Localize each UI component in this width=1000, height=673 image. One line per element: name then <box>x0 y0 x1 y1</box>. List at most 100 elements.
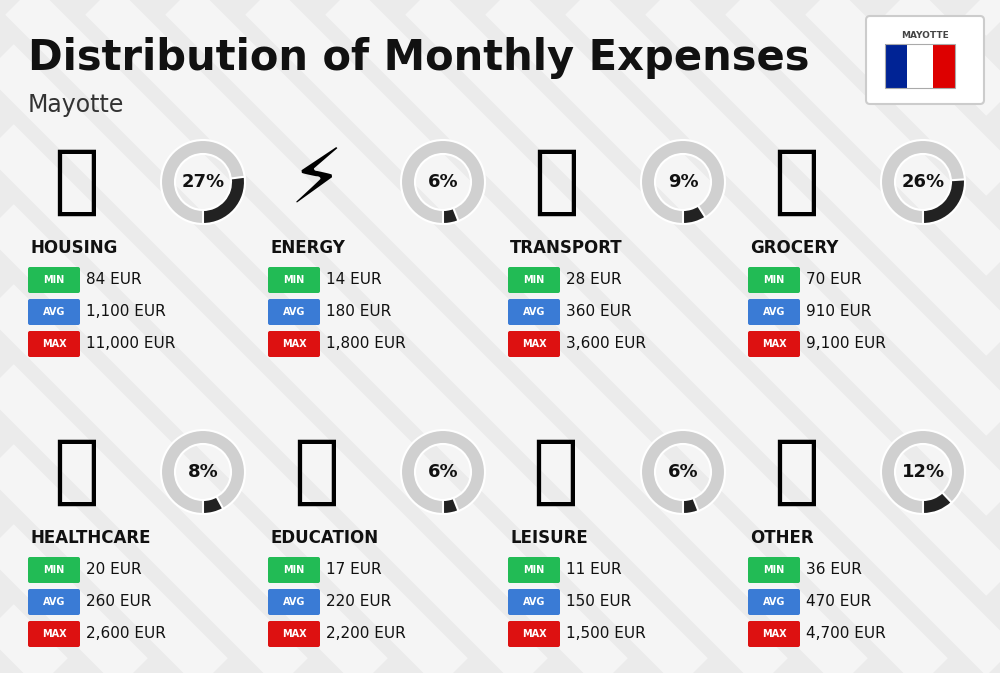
Text: MAX: MAX <box>282 629 306 639</box>
FancyBboxPatch shape <box>748 299 800 325</box>
Wedge shape <box>401 430 485 514</box>
Wedge shape <box>203 177 245 224</box>
Text: 8%: 8% <box>188 463 218 481</box>
Wedge shape <box>923 493 952 514</box>
Text: 220 EUR: 220 EUR <box>326 594 391 610</box>
Text: OTHER: OTHER <box>750 529 814 547</box>
FancyBboxPatch shape <box>268 267 320 293</box>
Wedge shape <box>443 208 458 224</box>
FancyBboxPatch shape <box>28 299 80 325</box>
FancyBboxPatch shape <box>28 331 80 357</box>
Text: 🛍️: 🛍️ <box>533 435 579 509</box>
FancyBboxPatch shape <box>508 621 560 647</box>
Text: 14 EUR: 14 EUR <box>326 273 382 287</box>
Text: 150 EUR: 150 EUR <box>566 594 631 610</box>
FancyBboxPatch shape <box>748 589 800 615</box>
Text: ⚡: ⚡ <box>289 145 343 219</box>
Text: MAX: MAX <box>42 339 66 349</box>
Text: 1,500 EUR: 1,500 EUR <box>566 627 646 641</box>
Text: MIN: MIN <box>43 275 65 285</box>
Text: Mayotte: Mayotte <box>28 93 124 117</box>
Text: 🏢: 🏢 <box>53 145 99 219</box>
Text: 9,100 EUR: 9,100 EUR <box>806 336 886 351</box>
FancyBboxPatch shape <box>508 267 560 293</box>
FancyBboxPatch shape <box>885 44 907 88</box>
Text: AVG: AVG <box>43 307 65 317</box>
Text: AVG: AVG <box>283 597 305 607</box>
Text: 🚌: 🚌 <box>533 145 579 219</box>
Text: 6%: 6% <box>428 463 458 481</box>
FancyBboxPatch shape <box>748 331 800 357</box>
Text: AVG: AVG <box>43 597 65 607</box>
Text: AVG: AVG <box>283 307 305 317</box>
Text: 27%: 27% <box>181 173 225 191</box>
Text: MAX: MAX <box>762 339 786 349</box>
Text: 12%: 12% <box>901 463 945 481</box>
Text: 180 EUR: 180 EUR <box>326 304 391 320</box>
Text: 2,600 EUR: 2,600 EUR <box>86 627 166 641</box>
Text: AVG: AVG <box>523 597 545 607</box>
Text: 3,600 EUR: 3,600 EUR <box>566 336 646 351</box>
Text: 💰: 💰 <box>773 435 819 509</box>
Text: 🏥: 🏥 <box>53 435 99 509</box>
FancyBboxPatch shape <box>508 557 560 583</box>
Text: 2,200 EUR: 2,200 EUR <box>326 627 406 641</box>
Text: MAX: MAX <box>42 629 66 639</box>
FancyBboxPatch shape <box>508 299 560 325</box>
Text: MIN: MIN <box>523 565 545 575</box>
FancyBboxPatch shape <box>748 621 800 647</box>
FancyBboxPatch shape <box>268 621 320 647</box>
Text: HOUSING: HOUSING <box>30 239 117 257</box>
Wedge shape <box>401 140 485 224</box>
Text: 470 EUR: 470 EUR <box>806 594 871 610</box>
Text: 360 EUR: 360 EUR <box>566 304 632 320</box>
Wedge shape <box>881 430 965 514</box>
FancyBboxPatch shape <box>268 557 320 583</box>
Text: MAX: MAX <box>522 629 546 639</box>
Text: 6%: 6% <box>428 173 458 191</box>
Wedge shape <box>881 140 965 224</box>
Text: LEISURE: LEISURE <box>510 529 588 547</box>
FancyBboxPatch shape <box>268 299 320 325</box>
Wedge shape <box>203 497 223 514</box>
Text: 36 EUR: 36 EUR <box>806 563 862 577</box>
Text: MAX: MAX <box>282 339 306 349</box>
Text: EDUCATION: EDUCATION <box>270 529 378 547</box>
Text: 11,000 EUR: 11,000 EUR <box>86 336 175 351</box>
Text: 70 EUR: 70 EUR <box>806 273 862 287</box>
Text: MIN: MIN <box>763 275 785 285</box>
Text: MAYOTTE: MAYOTTE <box>901 30 949 40</box>
Text: GROCERY: GROCERY <box>750 239 838 257</box>
Text: 20 EUR: 20 EUR <box>86 563 142 577</box>
Text: HEALTHCARE: HEALTHCARE <box>30 529 150 547</box>
Text: 🎓: 🎓 <box>293 435 339 509</box>
Text: MIN: MIN <box>283 275 305 285</box>
FancyBboxPatch shape <box>268 331 320 357</box>
Wedge shape <box>641 430 725 514</box>
Text: 1,100 EUR: 1,100 EUR <box>86 304 166 320</box>
Text: MIN: MIN <box>523 275 545 285</box>
Text: 17 EUR: 17 EUR <box>326 563 382 577</box>
Text: 1,800 EUR: 1,800 EUR <box>326 336 406 351</box>
Text: Distribution of Monthly Expenses: Distribution of Monthly Expenses <box>28 37 810 79</box>
FancyBboxPatch shape <box>508 589 560 615</box>
FancyBboxPatch shape <box>28 557 80 583</box>
Text: MAX: MAX <box>762 629 786 639</box>
Text: 9%: 9% <box>668 173 698 191</box>
FancyBboxPatch shape <box>866 16 984 104</box>
Text: 4,700 EUR: 4,700 EUR <box>806 627 886 641</box>
Wedge shape <box>443 498 458 514</box>
FancyBboxPatch shape <box>748 557 800 583</box>
FancyBboxPatch shape <box>508 331 560 357</box>
Text: AVG: AVG <box>763 307 785 317</box>
Wedge shape <box>641 140 725 224</box>
FancyBboxPatch shape <box>28 267 80 293</box>
Text: AVG: AVG <box>763 597 785 607</box>
Text: MIN: MIN <box>763 565 785 575</box>
Wedge shape <box>683 498 698 514</box>
FancyBboxPatch shape <box>909 44 931 88</box>
FancyBboxPatch shape <box>28 621 80 647</box>
Text: 28 EUR: 28 EUR <box>566 273 622 287</box>
Text: 🛒: 🛒 <box>773 145 819 219</box>
Wedge shape <box>161 430 245 514</box>
